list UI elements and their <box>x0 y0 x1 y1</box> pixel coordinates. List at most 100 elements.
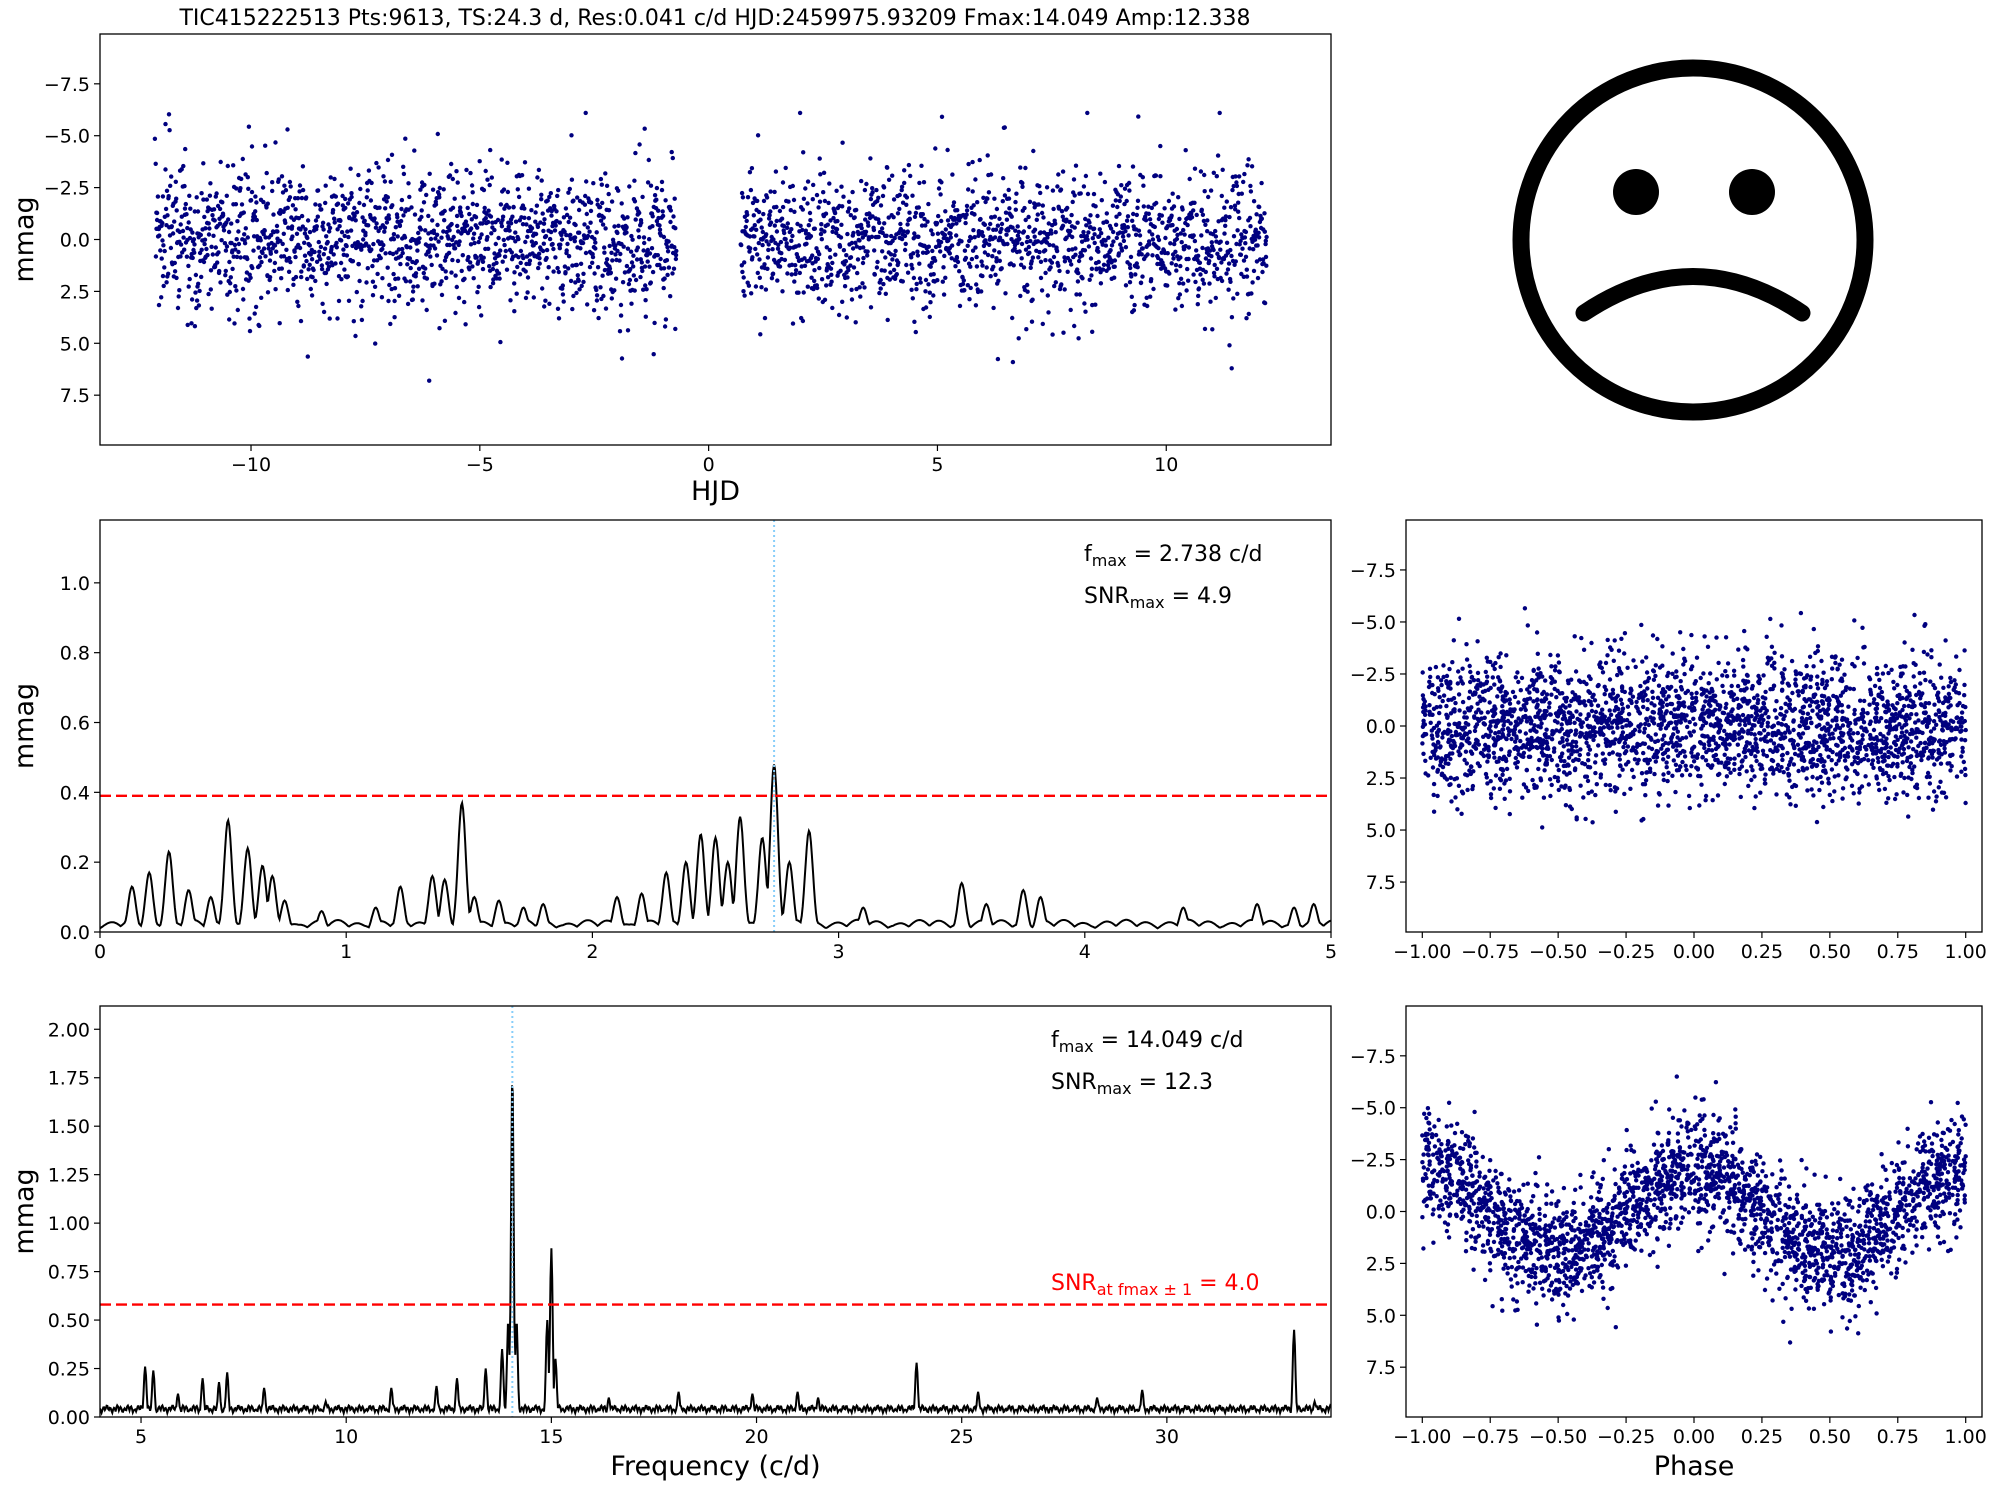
data-point <box>290 203 296 208</box>
data-point <box>443 269 448 274</box>
data-point <box>384 220 390 225</box>
x-tick-label: 20 <box>744 1426 768 1448</box>
data-point <box>1814 763 1819 769</box>
data-point <box>1183 148 1188 153</box>
data-point <box>892 253 897 258</box>
data-point <box>1260 269 1265 275</box>
data-point <box>943 209 948 214</box>
data-point <box>598 176 604 182</box>
data-point <box>454 169 459 174</box>
data-point <box>1467 689 1473 694</box>
data-point <box>371 241 376 247</box>
data-point <box>1771 723 1777 728</box>
data-point <box>217 206 223 212</box>
data-point <box>1838 693 1844 698</box>
data-point <box>1874 706 1880 711</box>
data-point <box>1223 214 1229 219</box>
data-point <box>1791 762 1797 767</box>
data-point <box>241 297 246 302</box>
data-point <box>330 207 336 213</box>
data-point <box>1938 718 1943 723</box>
data-point <box>456 229 461 234</box>
data-point <box>1720 673 1725 678</box>
data-point <box>270 188 275 194</box>
data-point <box>966 187 971 192</box>
data-point <box>640 268 645 274</box>
data-point <box>639 220 644 225</box>
data-point <box>1547 712 1553 717</box>
data-point <box>1507 701 1513 706</box>
data-point <box>1846 704 1851 709</box>
data-point <box>263 235 268 240</box>
data-point <box>1516 752 1521 757</box>
data-point <box>488 214 494 219</box>
data-point <box>1122 186 1128 191</box>
data-point <box>1820 677 1825 683</box>
data-point <box>414 259 419 264</box>
data-point <box>1145 252 1150 257</box>
data-point <box>1864 753 1869 758</box>
data-point <box>1459 789 1465 794</box>
data-point <box>830 260 835 266</box>
data-point <box>935 278 940 283</box>
data-point <box>339 277 344 282</box>
data-point <box>226 217 231 222</box>
data-point <box>1013 199 1018 205</box>
data-point <box>1211 170 1217 175</box>
data-point <box>1815 712 1820 717</box>
data-point <box>1653 673 1658 679</box>
data-point <box>1892 774 1897 780</box>
data-point <box>554 209 559 214</box>
data-point <box>1032 227 1038 232</box>
data-point <box>1836 773 1841 778</box>
data-point <box>1460 681 1466 686</box>
data-point <box>1430 682 1435 688</box>
data-point <box>1043 248 1048 253</box>
data-point <box>1842 753 1847 759</box>
data-point <box>837 244 843 249</box>
data-point <box>1957 667 1962 673</box>
data-point <box>1123 229 1128 234</box>
data-point <box>1598 726 1603 731</box>
data-point <box>1055 184 1060 189</box>
data-point <box>480 259 486 264</box>
x-tick-label: 30 <box>1155 1426 1179 1448</box>
data-point <box>401 213 406 218</box>
data-point <box>758 217 763 222</box>
data-point <box>1129 274 1134 279</box>
data-point <box>933 244 939 250</box>
data-point <box>510 235 516 241</box>
data-point <box>741 275 746 280</box>
data-point <box>822 229 827 234</box>
data-point <box>642 126 647 131</box>
data-point <box>1616 713 1621 718</box>
data-point <box>1125 225 1131 230</box>
data-point <box>569 177 575 182</box>
data-point <box>938 239 944 245</box>
periodogram-line <box>100 1085 1331 1417</box>
data-point <box>640 194 645 200</box>
y-tick-label: 0.75 <box>48 1262 90 1284</box>
data-point <box>1485 781 1490 786</box>
data-point <box>1137 233 1143 238</box>
data-point <box>1713 722 1718 727</box>
data-point <box>1897 696 1903 702</box>
data-point <box>529 239 535 244</box>
data-point <box>1059 209 1065 214</box>
data-point <box>556 269 561 275</box>
data-point <box>610 258 615 263</box>
data-point <box>407 194 412 200</box>
data-point <box>1262 229 1268 234</box>
data-point <box>1916 795 1922 801</box>
data-point <box>1714 635 1719 640</box>
data-point <box>264 205 269 210</box>
data-point <box>957 269 962 274</box>
data-point <box>549 213 554 218</box>
data-point <box>1803 725 1809 731</box>
data-point <box>476 304 482 310</box>
data-point <box>260 250 265 256</box>
data-point <box>917 261 922 266</box>
data-point <box>192 250 197 255</box>
data-point <box>190 255 195 261</box>
data-point <box>1699 782 1704 787</box>
